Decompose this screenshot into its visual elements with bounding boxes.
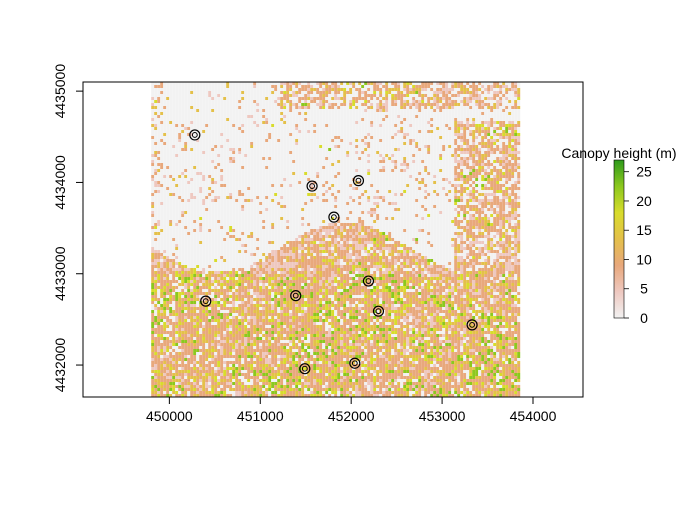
x-tick-label: 454000 (510, 408, 557, 424)
legend-tick-label: 0 (640, 310, 648, 326)
legend-tick-label: 25 (636, 164, 652, 180)
x-tick-label: 450000 (146, 408, 193, 424)
legend-tick-label: 15 (636, 222, 652, 238)
legend-title: Canopy height (m) (561, 145, 676, 161)
y-tick-label: 4432000 (52, 338, 68, 393)
x-tick-label: 451000 (237, 408, 284, 424)
legend-ticks: 0 5 10 15 20 25 (624, 164, 652, 326)
y-tick-label: 4434000 (52, 155, 68, 210)
legend-tick-label: 20 (636, 193, 652, 209)
x-tick-label: 452000 (328, 408, 375, 424)
legend: Canopy height (m) 0 5 10 15 20 25 (561, 145, 676, 326)
legend-color-bar (614, 160, 624, 318)
y-tick-label: 4435000 (52, 64, 68, 119)
canopy-raster (151, 82, 520, 397)
y-tick-label: 4433000 (52, 246, 68, 301)
x-tick-label: 453000 (419, 408, 466, 424)
x-axis: 450000 451000 452000 453000 454000 (146, 397, 557, 424)
y-axis: 4432000 4433000 4434000 4435000 (52, 64, 83, 393)
legend-tick-label: 10 (636, 251, 652, 267)
legend-tick-label: 5 (640, 281, 648, 297)
